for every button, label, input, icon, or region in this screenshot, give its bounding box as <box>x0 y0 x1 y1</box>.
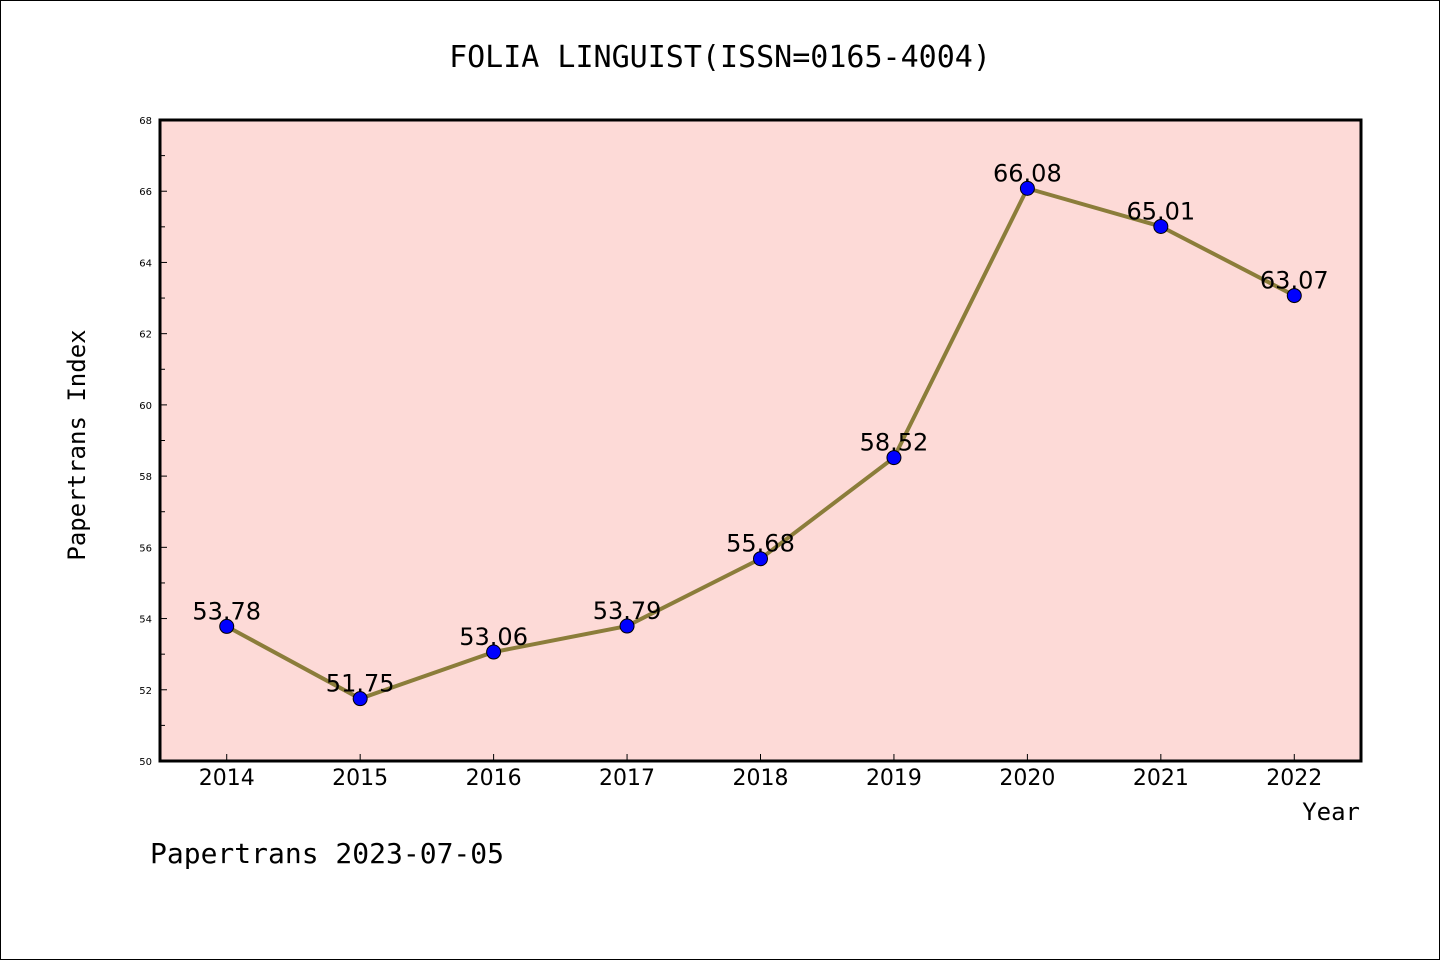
x-axis: 2014 2015 2016 2017 2018 2019 2020 2021 2022 <box>199 754 1322 791</box>
y-tick-label: 64 <box>139 258 152 269</box>
data-point <box>1153 218 1169 234</box>
x-axis-title: Year <box>1302 798 1360 826</box>
footer-text: Papertrans 2023-07-05 <box>150 837 504 870</box>
x-tick-label: 2019 <box>866 766 922 791</box>
y-tick-label: 60 <box>139 401 152 412</box>
x-tick-label: 2016 <box>466 766 522 791</box>
data-label: 53.78 <box>192 597 261 625</box>
y-tick-label: 68 <box>139 116 152 127</box>
x-tick-label: 2015 <box>332 766 388 791</box>
chart-title: FOLIA LINGUIST(ISSN=0165-4004) <box>449 40 991 75</box>
data-point <box>1019 180 1035 196</box>
y-axis-title: Papertrans Index <box>63 329 91 560</box>
data-point <box>1286 288 1302 304</box>
data-label: 65.01 <box>1126 197 1195 225</box>
x-tick-label: 2017 <box>599 766 655 791</box>
y-tick-label: 56 <box>139 543 152 554</box>
y-axis: 50 52 54 56 58 60 62 64 66 68 <box>139 116 167 768</box>
data-point <box>753 551 768 567</box>
y-tick-label: 50 <box>139 757 152 768</box>
y-tick-label: 58 <box>139 472 152 483</box>
y-tick-label: 54 <box>139 615 152 626</box>
data-label: 63.07 <box>1260 267 1329 295</box>
data-label: 55.68 <box>726 530 795 558</box>
x-tick-label: 2014 <box>199 766 255 791</box>
y-tick-label: 52 <box>139 686 152 697</box>
data-label: 53.06 <box>459 623 528 651</box>
x-tick-label: 2020 <box>999 766 1055 791</box>
y-tick-label: 66 <box>139 187 152 198</box>
data-point <box>619 618 635 634</box>
x-tick-label: 2018 <box>733 766 789 791</box>
data-label: 51.75 <box>326 670 395 698</box>
data-label: 53.79 <box>593 597 662 625</box>
series-line-group <box>219 180 1302 707</box>
data-point <box>219 618 235 634</box>
x-tick-label: 2022 <box>1266 766 1322 791</box>
data-label: 66.08 <box>993 159 1062 187</box>
data-point <box>886 450 902 466</box>
data-point <box>486 644 502 660</box>
y-tick-label: 62 <box>139 330 152 341</box>
data-label: 58.52 <box>860 429 929 457</box>
x-tick-label: 2021 <box>1133 766 1189 791</box>
data-label-group: 53.78 51.75 53.06 53.79 55.68 58.52 66.08 65.01… <box>192 159 1328 697</box>
data-point <box>352 691 368 707</box>
